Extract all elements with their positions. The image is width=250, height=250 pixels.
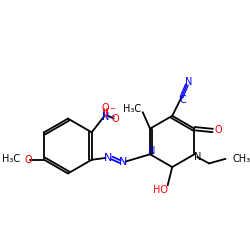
Text: N: N — [194, 152, 202, 162]
Text: O: O — [102, 102, 109, 113]
Text: N: N — [118, 156, 127, 166]
Text: N: N — [104, 153, 112, 163]
Text: H₃C: H₃C — [123, 104, 141, 114]
Text: HO: HO — [153, 185, 168, 195]
Text: −: − — [109, 106, 115, 112]
Text: N: N — [185, 77, 192, 87]
Text: H₃C: H₃C — [2, 154, 21, 164]
Text: N: N — [102, 112, 109, 122]
Text: O: O — [112, 114, 119, 124]
Text: +: + — [109, 114, 115, 120]
Text: CH₃: CH₃ — [233, 154, 250, 164]
Text: O: O — [25, 155, 32, 165]
Text: O: O — [214, 126, 222, 136]
Text: N: N — [148, 146, 156, 156]
Text: C: C — [180, 95, 186, 105]
